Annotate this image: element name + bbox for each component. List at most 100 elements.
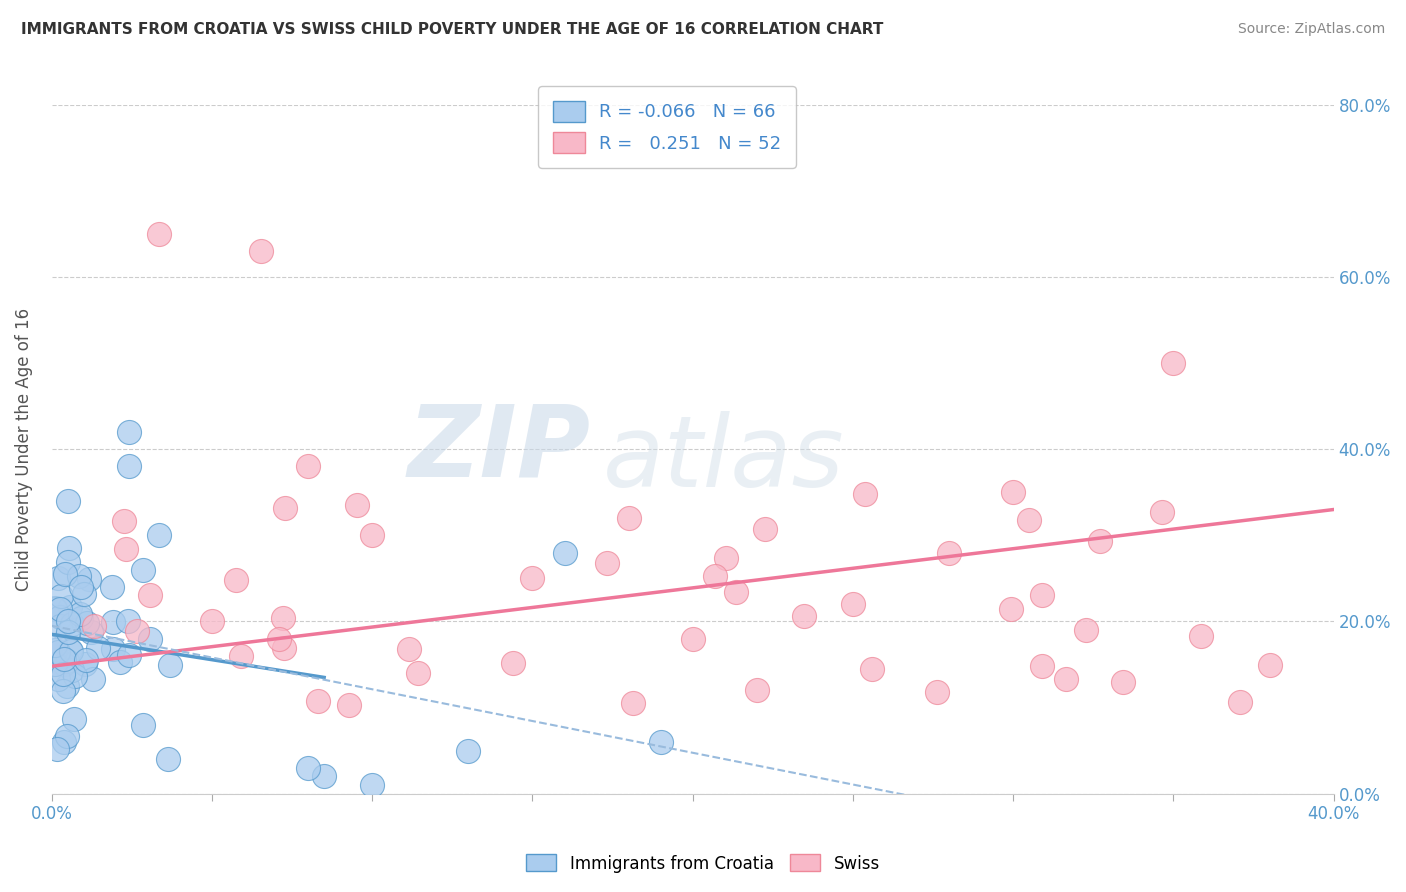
Point <box>522 571 544 585</box>
Point <box>229 648 252 663</box>
Point <box>457 744 479 758</box>
Point <box>1031 588 1053 602</box>
Point <box>1189 629 1212 643</box>
Point <box>69 607 91 621</box>
Point <box>56 494 79 508</box>
Point <box>118 425 141 439</box>
Point <box>1150 504 1173 518</box>
Point <box>925 685 948 699</box>
Point <box>314 769 336 783</box>
Point <box>49 619 72 633</box>
Point <box>44 657 66 672</box>
Point <box>159 657 181 672</box>
Point <box>79 624 101 639</box>
Point <box>273 610 295 624</box>
Point <box>73 587 96 601</box>
Point <box>793 608 815 623</box>
Point <box>269 632 291 647</box>
Point <box>682 632 704 646</box>
Point <box>59 643 82 657</box>
Point <box>157 752 180 766</box>
Point <box>502 656 524 670</box>
Point <box>52 666 75 681</box>
Point <box>55 679 77 693</box>
Point <box>46 672 69 686</box>
Point <box>148 528 170 542</box>
Point <box>1054 672 1077 686</box>
Point <box>110 656 132 670</box>
Point <box>339 698 361 713</box>
Point <box>553 545 575 559</box>
Point <box>406 666 429 681</box>
Point <box>58 600 80 615</box>
Point <box>361 778 384 792</box>
Point <box>101 580 124 594</box>
Text: atlas: atlas <box>603 411 845 508</box>
Point <box>842 597 865 611</box>
Point <box>1112 674 1135 689</box>
Point <box>118 459 141 474</box>
Point <box>132 718 155 732</box>
Point <box>87 641 110 656</box>
Point <box>1258 657 1281 672</box>
Point <box>138 632 160 647</box>
Point <box>60 663 83 677</box>
Point <box>361 528 384 542</box>
Point <box>58 541 80 556</box>
Point <box>1000 602 1022 616</box>
Point <box>307 694 329 708</box>
Point <box>1163 356 1185 370</box>
Point <box>1018 513 1040 527</box>
Point <box>274 501 297 516</box>
Point <box>75 653 97 667</box>
Point <box>56 654 79 668</box>
Point <box>125 624 148 639</box>
Point <box>621 696 644 710</box>
Text: ZIP: ZIP <box>408 401 591 498</box>
Point <box>132 563 155 577</box>
Point <box>117 615 139 629</box>
Point <box>250 244 273 259</box>
Legend: Immigrants from Croatia, Swiss: Immigrants from Croatia, Swiss <box>520 847 886 880</box>
Legend: R = -0.066   N = 66, R =   0.251   N = 52: R = -0.066 N = 66, R = 0.251 N = 52 <box>538 87 796 168</box>
Point <box>46 571 69 585</box>
Point <box>1229 695 1251 709</box>
Point <box>1031 659 1053 673</box>
Point <box>58 642 80 657</box>
Point <box>860 661 883 675</box>
Point <box>44 643 66 657</box>
Point <box>225 574 247 588</box>
Point <box>596 556 619 570</box>
Point <box>1076 623 1098 637</box>
Point <box>56 615 79 629</box>
Point <box>44 602 66 616</box>
Point <box>82 672 104 686</box>
Point <box>44 601 66 615</box>
Point <box>704 569 727 583</box>
Text: IMMIGRANTS FROM CROATIA VS SWISS CHILD POVERTY UNDER THE AGE OF 16 CORRELATION C: IMMIGRANTS FROM CROATIA VS SWISS CHILD P… <box>21 22 883 37</box>
Point <box>297 761 319 775</box>
Point <box>115 541 138 556</box>
Point <box>650 735 672 749</box>
Point <box>70 611 93 625</box>
Point <box>938 545 960 559</box>
Point <box>714 550 737 565</box>
Point <box>745 683 768 698</box>
Point <box>62 712 84 726</box>
Point <box>617 511 640 525</box>
Point <box>45 742 67 756</box>
Point <box>55 566 77 581</box>
Text: Source: ZipAtlas.com: Source: ZipAtlas.com <box>1237 22 1385 37</box>
Point <box>398 642 420 657</box>
Point <box>117 648 139 662</box>
Point <box>58 555 80 569</box>
Point <box>52 684 75 698</box>
Point <box>56 625 79 640</box>
Point <box>346 498 368 512</box>
Point <box>103 615 125 629</box>
Point <box>44 638 66 652</box>
Y-axis label: Child Poverty Under the Age of 16: Child Poverty Under the Age of 16 <box>15 308 32 591</box>
Point <box>65 669 87 683</box>
Point <box>52 651 75 665</box>
Point <box>52 735 75 749</box>
